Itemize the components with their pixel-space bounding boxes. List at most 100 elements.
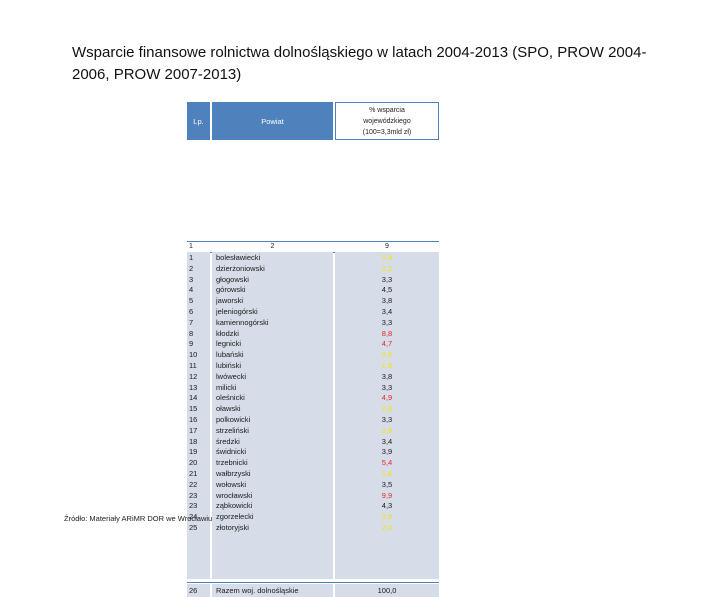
row-percent: 9,9 [381,490,393,500]
table-row: 12 lwówecki 3,8 [187,372,439,383]
row-powiat: złotoryjski [216,522,249,532]
row-percent: 2,8 [381,404,393,414]
table-row: 19 świdnicki 3,9 [187,447,439,458]
row-powiat: głogowski [216,274,249,284]
row-powiat: ząbkowicki [216,501,253,511]
row-lp: 6 [189,306,194,316]
table-row: 2 dzierżoniowski 2,2 [187,264,439,275]
row-percent: 3,9 [381,447,393,457]
source-note: Źródło: Materiały ARiMR DOR we Wrocławiu [64,514,213,523]
header-lp: Lp. [187,102,210,140]
row-powiat: legnicki [216,339,242,349]
table-row: 1 bolesławiecki 1,9 [187,253,439,264]
row-percent: 3,8 [381,371,393,381]
row-percent: 8,8 [381,328,393,338]
row-lp: 2 [189,263,194,273]
row-powiat: wołowski [216,479,247,489]
table-row: 5 jaworski 3,8 [187,296,439,307]
row-percent: 4,7 [381,339,393,349]
table-row: 14 oleśnicki 4,9 [187,393,439,404]
row-powiat: strzeliński [216,425,249,435]
table-row: 23 ząbkowicki 4,3 [187,501,439,512]
row-lp: 16 [189,414,198,424]
table-row: 9 legnicki 4,7 [187,339,439,350]
row-percent: 1,9 [381,253,393,262]
row-percent: 3,4 [381,306,393,316]
row-powiat: górowski [216,285,246,295]
row-lp: 8 [189,328,194,338]
column-lp-bg [187,252,210,579]
row-lp: 12 [189,371,198,381]
table-row: 17 strzeliński 2,8 [187,426,439,437]
table-row: 7 kamiennogórski 3,3 [187,318,439,329]
row-percent: 4,3 [381,501,393,511]
row-lp: 24 [189,512,198,522]
row-percent: 2,8 [381,512,393,522]
row-lp: 21 [189,468,198,478]
subheader-lp: 1 [189,243,193,250]
row-percent: 3,3 [381,414,393,424]
row-percent: 3,8 [381,296,393,306]
row-lp: 20 [189,458,198,468]
row-powiat: wrocławski [216,490,253,500]
row-lp: 7 [189,317,194,327]
row-lp: 22 [189,479,198,489]
row-percent: 5,4 [381,458,393,468]
row-lp: 5 [189,296,194,306]
header-percent-line3: (100=3,3mld zł) [362,128,412,136]
row-lp: 13 [189,382,198,392]
row-lp: 14 [189,393,198,403]
row-powiat: oławski [216,404,241,414]
row-lp: 4 [189,285,194,295]
row-lp: 23 [189,501,198,511]
row-powiat: lubiński [216,360,242,370]
row-percent: 3,3 [381,382,393,392]
row-percent: 4,9 [381,393,393,403]
row-powiat: kłodzki [216,328,239,338]
column-powiat-bg [212,252,333,579]
row-powiat: polkowicki [216,414,251,424]
page-title: Wsparcie finansowe rolnictwa dolnośląski… [72,44,647,83]
row-powiat: dzierżoniowski [216,263,265,273]
row-percent: 3,5 [381,479,393,489]
total-percent: 100,0 [377,586,397,595]
row-powiat: jeleniogórski [216,306,258,316]
table-row: 16 polkowicki 3,3 [187,415,439,426]
row-powiat: lubański [216,350,244,360]
total-lp: 26 [189,586,198,595]
table-row: 18 średzki 3,4 [187,437,439,448]
table-row: 21 wałbrzyski 1,6 [187,469,439,480]
row-lp: 25 [189,522,198,532]
row-percent: 4,5 [381,285,393,295]
row-lp: 10 [189,350,198,360]
row-powiat: bolesławiecki [216,253,261,262]
row-percent: 2,0 [381,522,393,532]
row-powiat: kamiennogórski [216,317,269,327]
row-percent: 3,3 [381,274,393,284]
row-powiat: lwówecki [216,371,247,381]
subheader-powiat: 2 [270,243,275,250]
table-row: 24 zgorzelecki 2,8 [187,512,439,523]
header-percent-line1: % wsparcia [369,106,405,114]
row-powiat: wałbrzyski [216,468,251,478]
row-lp: 3 [189,274,194,284]
row-powiat: oleśnicki [216,393,245,403]
row-lp: 1 [189,253,194,262]
total-row: 26 Razem woj. dolnośląskie 100,0 [187,584,439,597]
row-lp: 15 [189,404,198,414]
row-lp: 23 [189,490,198,500]
row-lp: 11 [189,360,197,370]
table-row: 22 wołowski 3,5 [187,480,439,491]
row-percent: 1,6 [381,468,393,478]
table-row: 23 wrocławski 9,9 [187,491,439,502]
row-lp: 18 [189,436,198,446]
row-lp: 9 [189,339,194,349]
row-percent: 2,8 [381,425,393,435]
subheader-percent: 9 [385,243,389,250]
row-percent: 2,2 [381,263,393,273]
divider [187,582,439,583]
row-powiat: świdnicki [216,447,247,457]
header-percent-line2: wojewódzkiego [363,117,411,125]
table-row: 10 lubański 2,0 [187,350,439,361]
header-percent: % wsparcia wojewódzkiego (100=3,3mld zł) [335,102,439,140]
